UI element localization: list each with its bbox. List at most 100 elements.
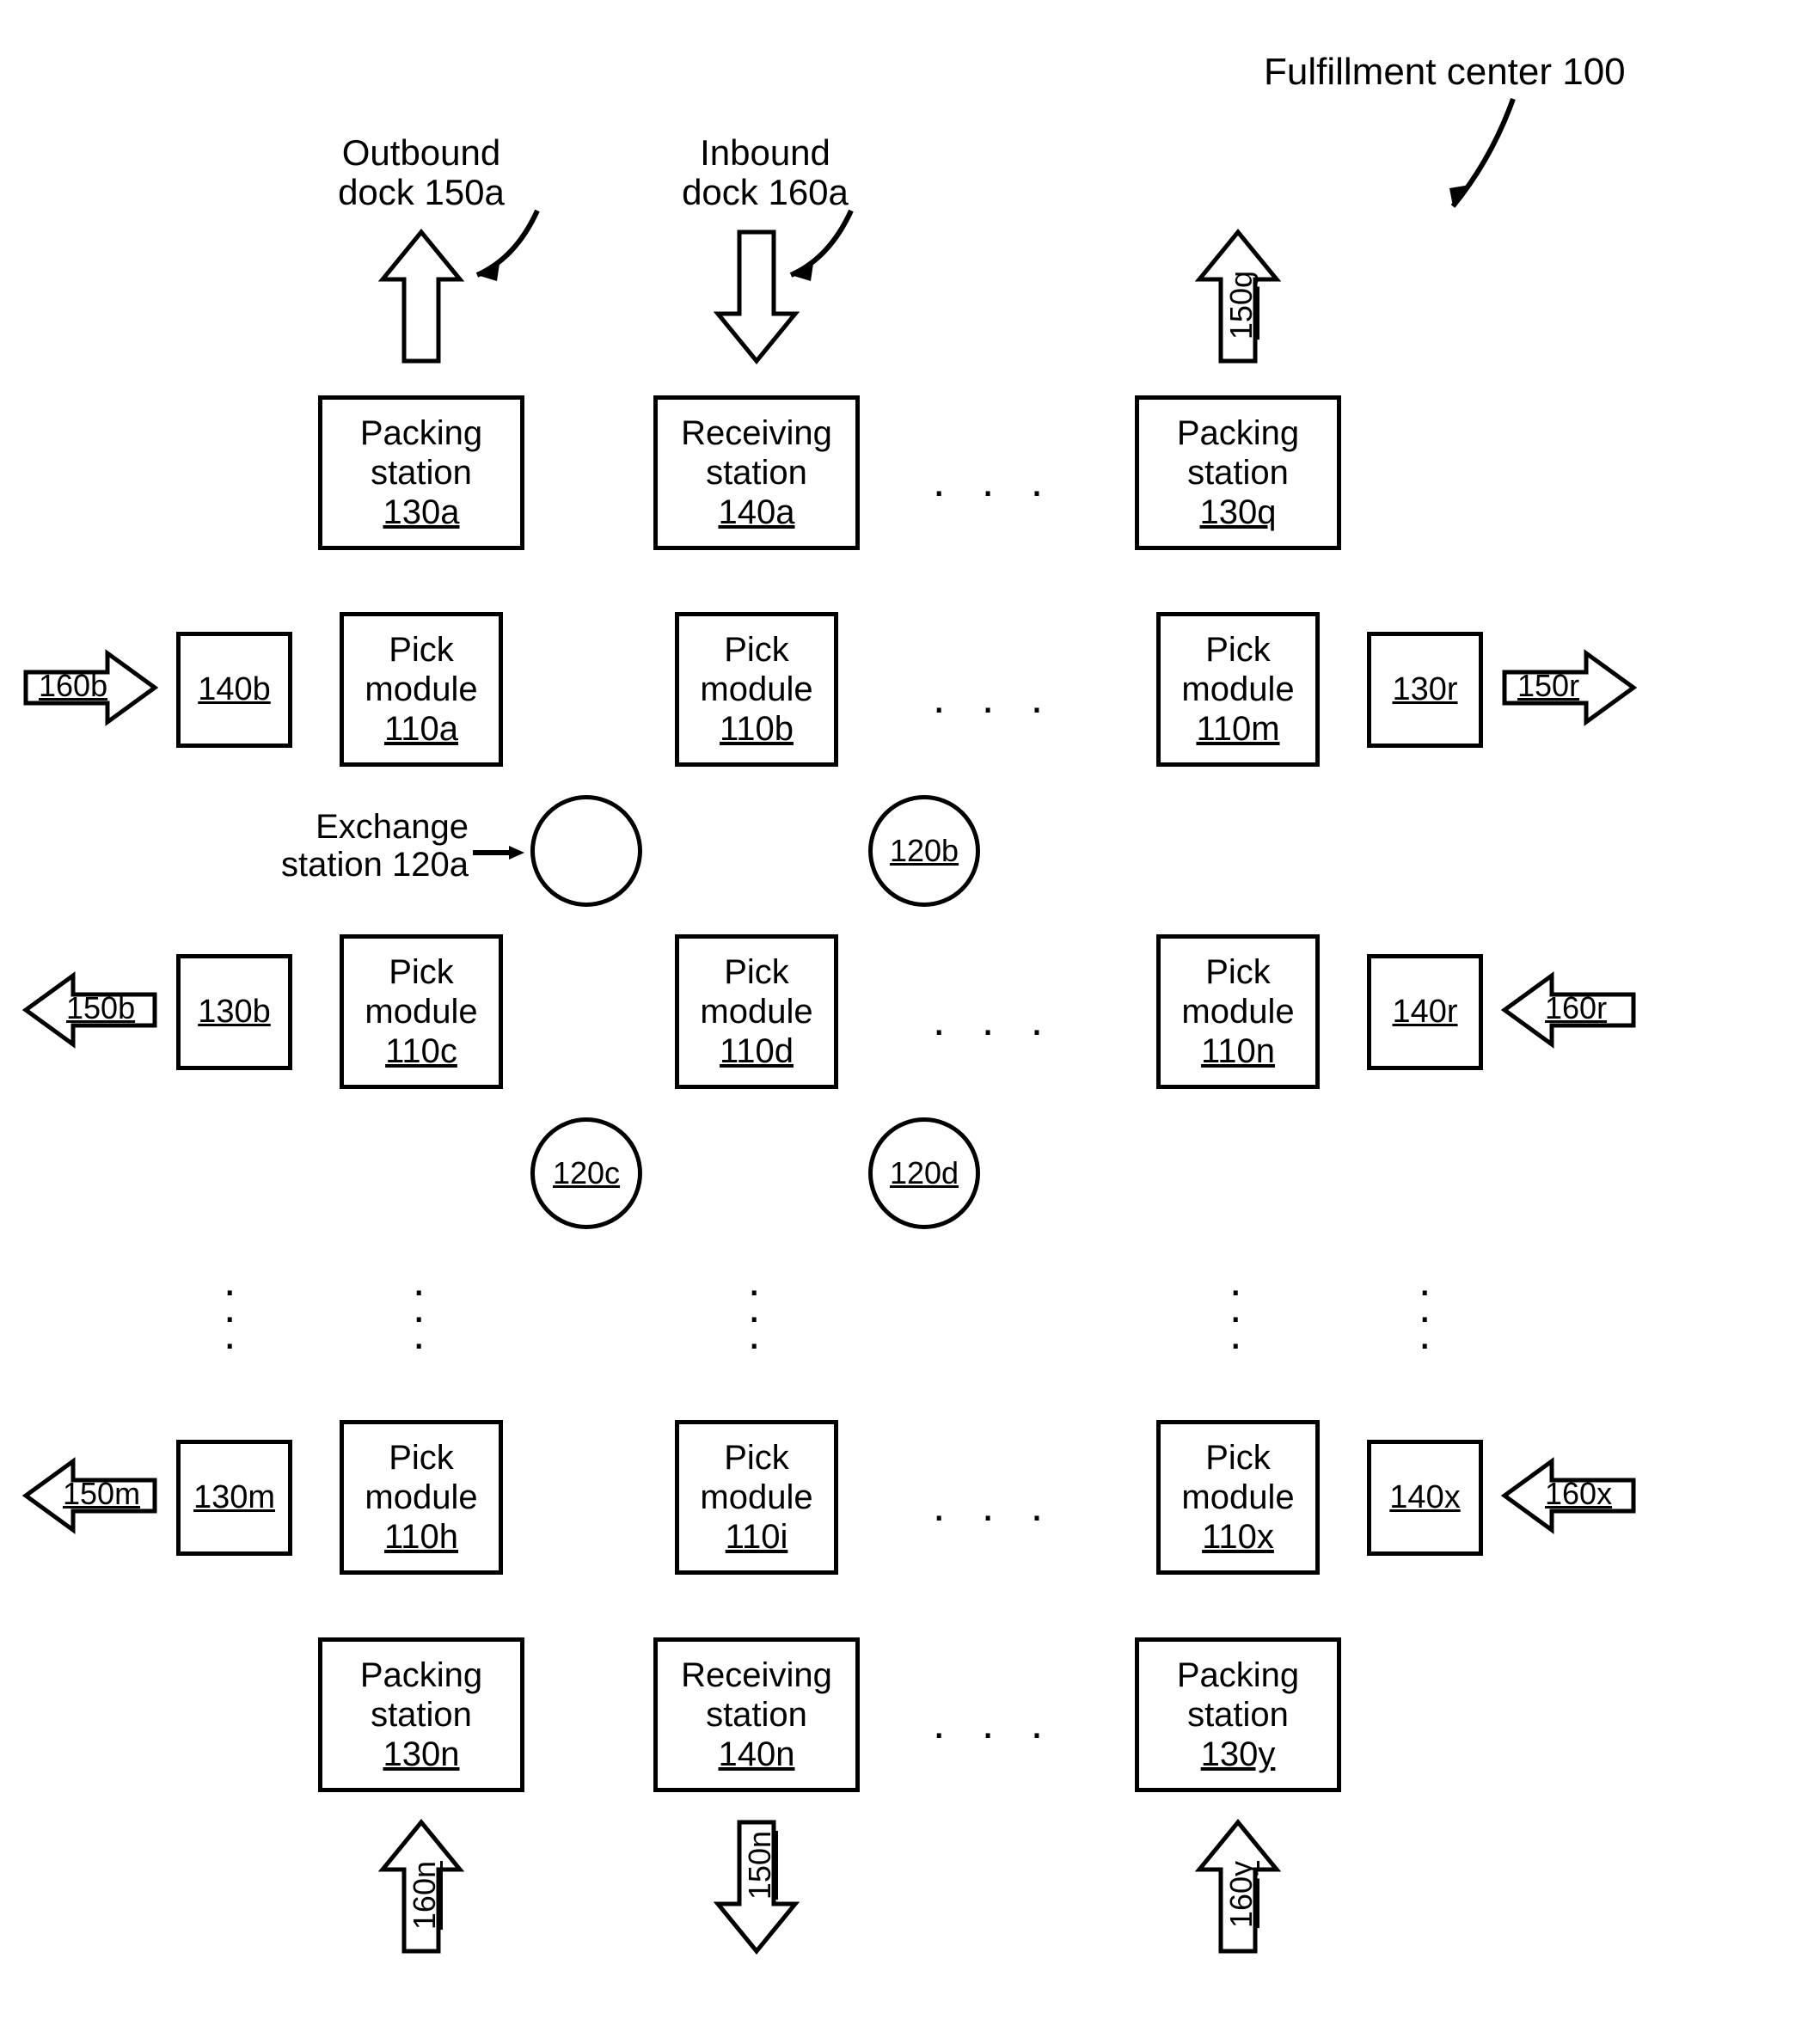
- l2: module: [365, 992, 477, 1031]
- l1: Pick: [389, 952, 454, 992]
- ellipsis-r2: . . .: [933, 672, 1055, 724]
- arrow-160y-label: 160y: [1224, 1861, 1259, 1928]
- ref: 110b: [720, 709, 794, 749]
- l2: module: [700, 670, 812, 709]
- ref: 140x: [1389, 1479, 1460, 1517]
- box-ps130n: Packing station 130n: [318, 1637, 524, 1792]
- circle-120d: 120d: [868, 1117, 980, 1229]
- ellipsis-r5: . . .: [933, 1698, 1055, 1749]
- box-130b: 130b: [176, 954, 292, 1070]
- box-130m: 130m: [176, 1440, 292, 1556]
- l1: Pick: [389, 630, 454, 670]
- l2: station: [371, 453, 472, 493]
- l1: Pick: [724, 1438, 789, 1478]
- ref: 110h: [384, 1517, 458, 1557]
- ref: 130m: [193, 1479, 275, 1517]
- circle-120b: 120b: [868, 795, 980, 907]
- inbound-label: Inbound dock 160a: [671, 133, 860, 212]
- l2: module: [1181, 670, 1294, 709]
- l1: Packing: [360, 1655, 482, 1695]
- ref: 140a: [719, 493, 795, 532]
- arrow-160r-label: 160r: [1545, 991, 1607, 1025]
- arrow-160n-label: 160n: [408, 1861, 442, 1930]
- circle-120c: 120c: [530, 1117, 642, 1229]
- ref: 110i: [726, 1517, 788, 1557]
- ref: 110d: [720, 1031, 794, 1071]
- l2: module: [700, 1478, 812, 1517]
- ellipsis-r4: . . .: [933, 1480, 1055, 1532]
- outbound-label: Outbound dock 150a: [318, 133, 524, 212]
- vell-5: ...: [1419, 1268, 1431, 1349]
- l2: station: [706, 453, 807, 493]
- l2: station: [371, 1695, 472, 1735]
- l1: Receiving: [681, 1655, 832, 1695]
- ex-arrow: [473, 844, 524, 861]
- fc-title: Fulfillment center 100: [1264, 52, 1626, 93]
- box-140r: 140r: [1367, 954, 1483, 1070]
- l1: Pick: [724, 630, 789, 670]
- ref: 110x: [1202, 1517, 1274, 1557]
- ref: 110m: [1196, 709, 1279, 749]
- ref: 120c: [553, 1155, 620, 1191]
- box-pm110b: Pick module 110b: [675, 612, 838, 767]
- fc-callout: [1444, 99, 1547, 219]
- ref: 130a: [383, 493, 460, 532]
- ref: 140b: [198, 671, 271, 709]
- arrow-150n-label: 150n: [743, 1831, 777, 1900]
- arrow-160x-label: 160x: [1545, 1477, 1612, 1511]
- l1: Packing: [1177, 413, 1299, 453]
- box-rs140n: Receiving station 140n: [653, 1637, 860, 1792]
- l1: Pick: [724, 952, 789, 992]
- ref: 130b: [198, 994, 271, 1031]
- out-callout: [507, 211, 602, 297]
- ref: 120b: [890, 833, 959, 869]
- ref: 130q: [1200, 493, 1277, 532]
- box-pm110c: Pick module 110c: [340, 934, 503, 1089]
- box-pm110a: Pick module 110a: [340, 612, 503, 767]
- l2: module: [365, 670, 477, 709]
- l1: Pick: [389, 1438, 454, 1478]
- l1: Packing: [1177, 1655, 1299, 1695]
- box-pm110d: Pick module 110d: [675, 934, 838, 1089]
- ref: 130n: [383, 1735, 460, 1774]
- box-pm110n: Pick module 110n: [1156, 934, 1320, 1089]
- arrow-150g-label: 150g: [1224, 271, 1259, 340]
- l1: Pick: [1205, 952, 1271, 992]
- ellipsis-r3: . . .: [933, 994, 1055, 1046]
- box-ps130q: Packing station 130q: [1135, 395, 1341, 550]
- l2: module: [1181, 1478, 1294, 1517]
- in-callout: [825, 211, 920, 297]
- box-pm110i: Pick module 110i: [675, 1420, 838, 1575]
- diagram-canvas: Fulfillment center 100 Outbound dock 150…: [0, 0, 1814, 2044]
- arrow-150r-label: 150r: [1517, 669, 1579, 703]
- l2: station: [1187, 1695, 1289, 1735]
- l1: Pick: [1205, 630, 1271, 670]
- ellipsis-r1: . . .: [933, 456, 1055, 507]
- box-ps130a: Packing station 130a: [318, 395, 524, 550]
- ref: 130y: [1201, 1735, 1276, 1774]
- box-140x: 140x: [1367, 1440, 1483, 1556]
- circle-120a: [530, 795, 642, 907]
- l2: station: [1187, 453, 1289, 493]
- ref: 110n: [1201, 1031, 1275, 1071]
- ref: 140n: [719, 1735, 795, 1774]
- l2: module: [365, 1478, 477, 1517]
- ref: 110a: [384, 709, 458, 749]
- arrow-160b-label: 160b: [39, 669, 107, 703]
- vell-2: ...: [413, 1268, 425, 1349]
- ref: 130r: [1392, 671, 1457, 709]
- arrow-150m-label: 150m: [63, 1477, 140, 1511]
- arrow-150a-up: [383, 232, 460, 370]
- box-130r: 130r: [1367, 632, 1483, 748]
- l1: Pick: [1205, 1438, 1271, 1478]
- l2: station: [706, 1695, 807, 1735]
- box-ps130y: Packing station 130y: [1135, 1637, 1341, 1792]
- vell-1: ...: [224, 1268, 236, 1349]
- box-pm110h: Pick module 110h: [340, 1420, 503, 1575]
- box-pm110m: Pick module 110m: [1156, 612, 1320, 767]
- l2: module: [700, 992, 812, 1031]
- arrow-150b-label: 150b: [66, 991, 135, 1025]
- box-rs140a: Receiving station 140a: [653, 395, 860, 550]
- box-140b: 140b: [176, 632, 292, 748]
- ref: 140r: [1392, 994, 1457, 1031]
